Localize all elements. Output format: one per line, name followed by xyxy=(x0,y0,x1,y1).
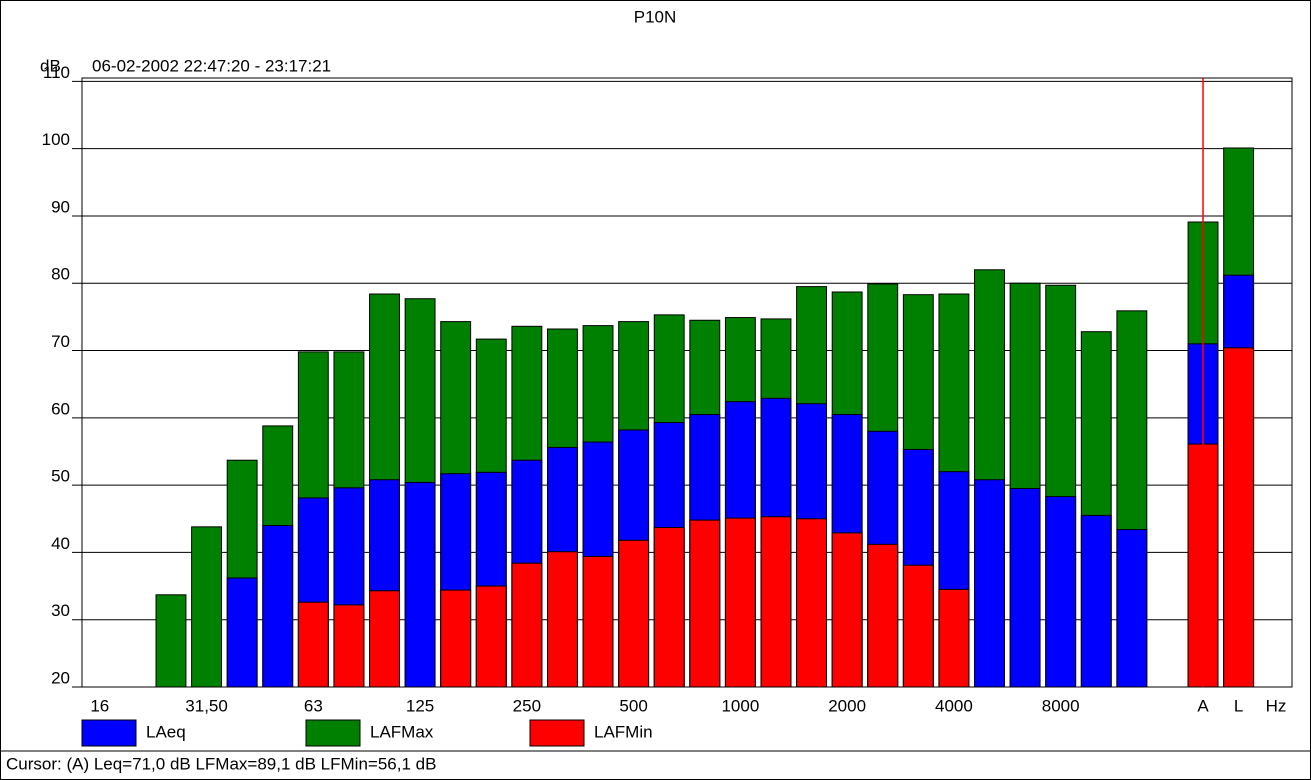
y-tick-label: 60 xyxy=(51,399,70,418)
y-tick-label: 50 xyxy=(51,467,70,486)
bar xyxy=(796,518,828,688)
bar xyxy=(262,524,294,688)
chart-title: P10N xyxy=(634,7,677,26)
bar xyxy=(1080,514,1112,688)
bar xyxy=(724,517,756,688)
y-tick-label: 20 xyxy=(51,668,70,687)
bar xyxy=(1116,529,1148,688)
y-tick-label: 70 xyxy=(51,332,70,351)
y-tick-label: 40 xyxy=(51,534,70,553)
bar xyxy=(404,481,436,688)
y-tick-label: 100 xyxy=(42,130,70,149)
x-tick-label: 1000 xyxy=(721,696,759,715)
bar xyxy=(226,577,258,688)
bar xyxy=(938,588,970,688)
y-tick-label: 80 xyxy=(51,265,70,284)
x-tick-label: 2000 xyxy=(828,696,866,715)
x-tick-label: 63 xyxy=(304,696,323,715)
bar xyxy=(511,562,543,688)
bar xyxy=(1045,496,1077,688)
bar xyxy=(760,516,792,688)
bar xyxy=(867,543,899,688)
bar xyxy=(475,585,507,688)
bar xyxy=(369,590,400,688)
bar xyxy=(546,551,578,688)
bar xyxy=(1223,347,1255,688)
bar xyxy=(831,532,863,688)
bar xyxy=(297,601,329,688)
legend-label: LAFMin xyxy=(594,722,653,741)
y-tick-label: 110 xyxy=(43,63,70,82)
bar xyxy=(618,539,650,688)
subtitle: 06-02-2002 22:47:20 - 23:17:21 xyxy=(92,56,331,75)
x-tick-label: 500 xyxy=(619,696,647,715)
legend-swatch xyxy=(305,719,361,747)
bar xyxy=(440,589,472,688)
legend-label: LAeq xyxy=(146,722,186,741)
bar xyxy=(689,519,721,688)
x-tick-label: 8000 xyxy=(1042,696,1080,715)
x-tick-label: 16 xyxy=(90,696,109,715)
bar xyxy=(974,479,1005,688)
legend-label: LAFMax xyxy=(370,722,434,741)
bar xyxy=(155,594,187,688)
y-tick-label: 30 xyxy=(51,601,70,620)
bar xyxy=(1009,487,1041,688)
legend-swatch xyxy=(529,719,585,747)
x-axis-label: Hz xyxy=(1266,696,1287,715)
x-tick-label: 31,50 xyxy=(185,696,228,715)
y-tick-label: 90 xyxy=(51,197,70,216)
bar xyxy=(191,526,223,688)
cursor-readout: Cursor: (A) Leq=71,0 dB LFMax=89,1 dB LF… xyxy=(6,754,436,773)
bar xyxy=(653,527,685,688)
x-tick-label: L xyxy=(1234,696,1243,715)
bar xyxy=(333,604,365,688)
x-tick-label: 4000 xyxy=(935,696,973,715)
bar xyxy=(902,564,934,688)
x-tick-label: 125 xyxy=(406,696,434,715)
x-tick-label: A xyxy=(1197,696,1209,715)
bar xyxy=(582,555,614,688)
legend-swatch xyxy=(81,719,137,747)
x-tick-label: 250 xyxy=(513,696,541,715)
y-axis-label: dB xyxy=(40,56,61,75)
